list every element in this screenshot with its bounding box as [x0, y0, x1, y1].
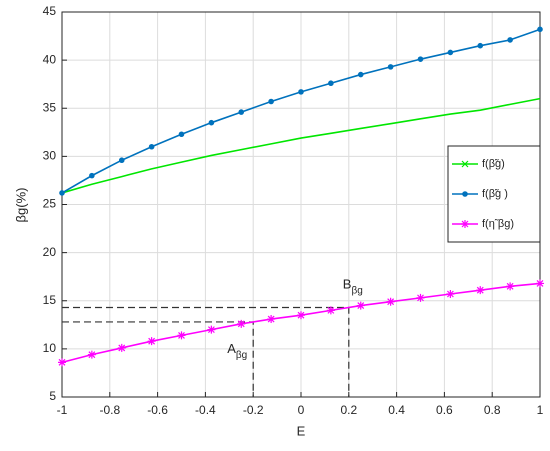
annotation: Aβg: [227, 341, 247, 360]
marker: [507, 37, 513, 43]
marker: [267, 315, 276, 324]
y-tick-label: 45: [43, 4, 57, 18]
y-axis-label: βg(%): [13, 188, 28, 223]
y-tick-label: 5: [49, 389, 56, 403]
marker: [237, 319, 246, 328]
marker: [476, 286, 485, 295]
marker: [446, 290, 455, 299]
marker: [537, 26, 543, 33]
x-axis-label: E: [297, 423, 306, 438]
legend-label: f(β̃g): [482, 158, 505, 170]
x-tick-label: 0.8: [484, 403, 501, 417]
marker: [416, 293, 425, 302]
marker: [178, 131, 185, 138]
marker: [298, 89, 304, 95]
annotation-subscript: βg: [236, 350, 247, 361]
marker: [506, 282, 515, 291]
marker: [387, 64, 394, 70]
annotation-label: B: [343, 277, 352, 292]
marker: [417, 56, 424, 62]
x-tick-label: 0.4: [388, 403, 405, 417]
marker: [356, 301, 365, 310]
x-tick-label: -0.2: [243, 403, 264, 417]
marker: [87, 350, 96, 359]
marker: [207, 325, 216, 334]
annotation-subscript: βg: [351, 285, 362, 296]
marker: [447, 49, 454, 56]
marker: [297, 311, 305, 320]
marker: [326, 306, 335, 315]
x-tick-label: -1: [57, 403, 68, 417]
annotation-label: A: [227, 341, 236, 356]
marker: [177, 331, 186, 340]
legend-marker: [461, 220, 469, 228]
marker: [118, 157, 125, 164]
marker: [148, 143, 155, 150]
y-tick-label: 20: [43, 245, 57, 259]
y-tick-label: 25: [43, 197, 57, 211]
marker: [208, 119, 215, 126]
marker: [386, 297, 395, 306]
legend-label: f(β̃g ): [482, 188, 508, 200]
y-tick-label: 35: [43, 100, 57, 114]
y-tick-label: 15: [43, 293, 57, 307]
marker: [477, 42, 484, 49]
x-tick-label: 0.6: [436, 403, 453, 417]
legend-marker: [461, 160, 469, 168]
series-line: [61, 97, 541, 194]
marker: [328, 80, 334, 87]
marker: [536, 279, 544, 288]
marker: [357, 71, 364, 78]
marker: [59, 190, 65, 196]
y-tick-label: 30: [43, 149, 57, 163]
x-tick-label: -0.4: [195, 403, 216, 417]
y-tick-label: 10: [43, 341, 57, 355]
marker: [268, 98, 274, 105]
marker: [58, 358, 66, 367]
marker: [147, 337, 156, 346]
x-tick-label: -0.8: [99, 403, 120, 417]
y-tick-label: 40: [43, 52, 57, 66]
x-tick-label: 1: [537, 403, 544, 417]
x-tick-label: -0.6: [147, 403, 168, 417]
x-tick-label: 0.2: [340, 403, 357, 417]
legend-label: f(η̃ βg): [482, 218, 514, 230]
marker: [238, 109, 245, 115]
legend-marker: [462, 191, 468, 197]
x-tick-label: 0: [298, 403, 305, 417]
marker: [89, 172, 95, 179]
annotation: Bβg: [343, 277, 363, 296]
marker: [117, 343, 126, 352]
